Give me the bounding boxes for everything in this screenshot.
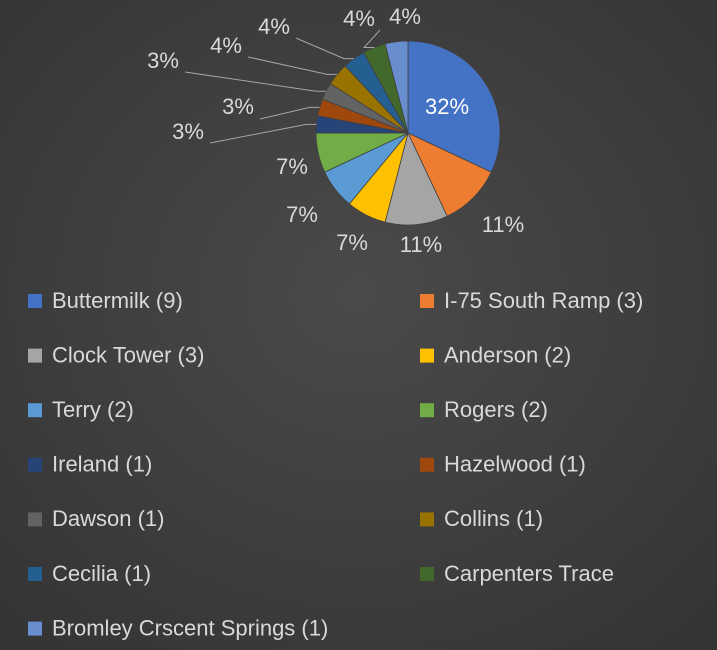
pie-slice [407,40,501,173]
legend-label: Bromley Crscent Springs (1) [52,615,328,640]
data-label: 7% [276,154,308,179]
legend-swatch [420,348,434,363]
legend-label: I-75 South Ramp (3) [444,288,643,313]
legend-label: Clock Tower (3) [52,342,204,367]
legend-label: Hazelwood (1) [444,452,586,477]
data-label: 4% [258,14,290,39]
legend-label: Cecilia (1) [52,561,151,586]
legend-swatch [420,567,434,581]
legend-swatch [28,348,42,363]
leader-line [184,71,327,92]
legend-label: Collins (1) [444,506,543,531]
leader-line [259,106,320,120]
legend-swatch [28,567,42,581]
data-label: 4% [343,6,375,31]
legend-label: Buttermilk (9) [52,288,183,313]
legend-label: Ireland (1) [52,452,152,477]
data-label: 3% [222,94,254,119]
pie-slice [384,40,409,134]
legend-swatch [420,512,434,527]
legend-swatch [28,457,42,472]
legend-swatch [28,621,42,636]
legend-label: Dawson (1) [52,506,164,531]
data-label: 11% [482,212,524,237]
legend-swatch [28,403,42,418]
data-label: 7% [336,230,368,255]
legend-swatch [420,294,434,308]
leader-line [247,56,338,75]
legend-label: Terry (2) [52,397,134,422]
leader-line [209,123,317,144]
leader-line [363,29,381,48]
legend-label: Anderson (2) [444,342,571,367]
data-label: 7% [286,202,318,227]
legend-label: Carpenters Trace [444,561,614,586]
legend-label: Rogers (2) [444,397,548,422]
legend-swatch [28,512,42,527]
data-label: 3% [172,119,204,144]
data-label: 4% [389,4,421,29]
leader-line [295,37,354,60]
legend-swatch [420,403,434,418]
data-label: 3% [147,48,179,73]
data-label: 4% [210,33,242,58]
legend-swatch [28,294,42,308]
data-label: 11% [400,232,442,257]
data-label: 32% [425,94,469,119]
legend-swatch [420,457,434,472]
